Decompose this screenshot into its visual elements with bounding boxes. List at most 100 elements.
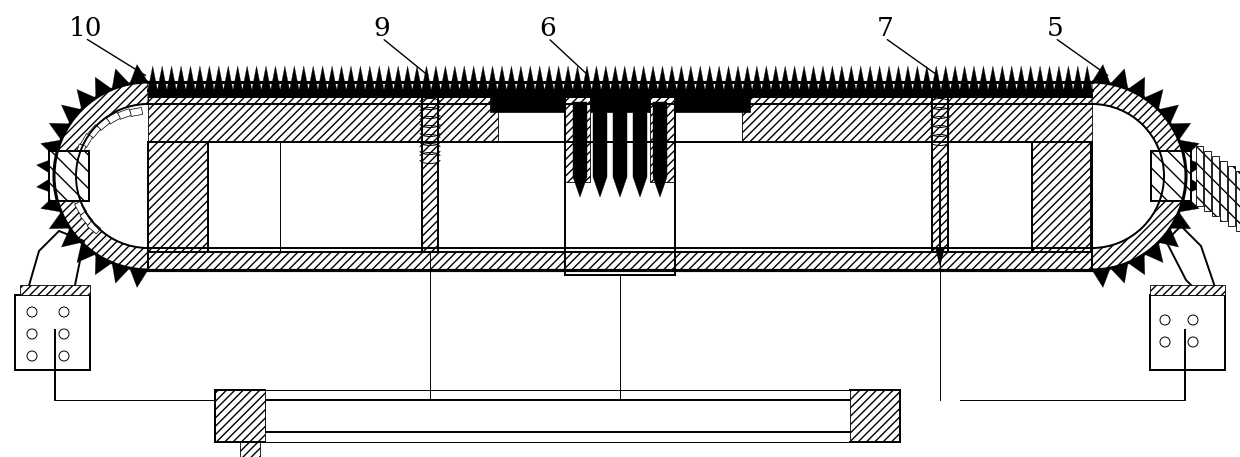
Polygon shape — [591, 66, 601, 90]
Polygon shape — [1158, 228, 1178, 247]
Bar — [71, 190, 82, 204]
Polygon shape — [837, 66, 847, 90]
Polygon shape — [516, 66, 526, 90]
Polygon shape — [657, 66, 667, 90]
Bar — [69, 179, 79, 192]
Polygon shape — [215, 66, 223, 90]
Polygon shape — [563, 66, 573, 90]
Polygon shape — [1128, 77, 1145, 98]
Polygon shape — [176, 66, 186, 90]
Polygon shape — [1184, 176, 1204, 194]
Polygon shape — [1145, 90, 1163, 110]
Polygon shape — [677, 66, 686, 90]
Text: 10: 10 — [68, 16, 102, 41]
Polygon shape — [733, 66, 743, 90]
Polygon shape — [130, 268, 148, 287]
Polygon shape — [195, 66, 205, 90]
Polygon shape — [706, 66, 714, 90]
Polygon shape — [186, 66, 195, 90]
Polygon shape — [95, 77, 112, 98]
Polygon shape — [583, 66, 591, 90]
Bar — [265, 400, 861, 432]
Polygon shape — [1145, 243, 1163, 263]
Polygon shape — [1211, 156, 1219, 216]
Polygon shape — [696, 66, 706, 90]
Polygon shape — [903, 66, 913, 90]
Text: 5: 5 — [1047, 16, 1064, 41]
Polygon shape — [932, 97, 949, 252]
Polygon shape — [1220, 161, 1228, 221]
Bar — [79, 212, 93, 225]
Polygon shape — [77, 90, 95, 110]
Polygon shape — [818, 66, 827, 90]
Polygon shape — [393, 66, 403, 90]
Polygon shape — [384, 66, 393, 90]
Polygon shape — [1166, 226, 1216, 300]
Polygon shape — [1197, 146, 1203, 206]
Polygon shape — [507, 66, 516, 90]
Polygon shape — [1083, 66, 1092, 90]
Polygon shape — [649, 66, 657, 90]
Polygon shape — [41, 194, 61, 212]
Polygon shape — [923, 66, 931, 90]
Polygon shape — [894, 66, 903, 90]
Polygon shape — [1179, 194, 1199, 212]
Polygon shape — [620, 66, 630, 90]
Polygon shape — [935, 247, 945, 267]
Polygon shape — [317, 66, 327, 90]
Polygon shape — [223, 66, 233, 90]
Polygon shape — [1149, 295, 1225, 370]
Polygon shape — [290, 66, 299, 90]
Polygon shape — [374, 66, 384, 90]
Polygon shape — [1073, 66, 1083, 90]
Polygon shape — [55, 82, 148, 270]
Bar — [71, 168, 78, 180]
Bar — [72, 155, 81, 168]
Polygon shape — [875, 66, 884, 90]
Polygon shape — [252, 66, 262, 90]
Polygon shape — [884, 66, 894, 90]
Bar — [490, 97, 750, 112]
Polygon shape — [148, 252, 1092, 270]
Polygon shape — [50, 123, 69, 140]
Polygon shape — [19, 231, 84, 330]
Polygon shape — [337, 66, 346, 90]
Polygon shape — [242, 66, 252, 90]
Polygon shape — [630, 66, 639, 90]
Polygon shape — [808, 66, 818, 90]
Polygon shape — [800, 66, 808, 90]
Bar — [118, 109, 131, 119]
Polygon shape — [479, 66, 487, 90]
Polygon shape — [667, 66, 677, 90]
Polygon shape — [632, 102, 647, 197]
Polygon shape — [1171, 123, 1190, 140]
Polygon shape — [1110, 69, 1128, 89]
Polygon shape — [497, 66, 507, 90]
Polygon shape — [650, 97, 675, 182]
Polygon shape — [1032, 142, 1092, 252]
Polygon shape — [753, 66, 761, 90]
Polygon shape — [36, 176, 56, 194]
Polygon shape — [62, 228, 82, 247]
Polygon shape — [112, 263, 130, 283]
Bar — [76, 144, 86, 158]
Polygon shape — [346, 66, 356, 90]
Polygon shape — [422, 97, 438, 252]
Polygon shape — [593, 102, 608, 197]
Polygon shape — [1149, 285, 1225, 295]
Polygon shape — [327, 66, 337, 90]
Polygon shape — [365, 66, 374, 90]
Polygon shape — [77, 243, 95, 263]
Polygon shape — [653, 102, 667, 197]
Polygon shape — [613, 102, 627, 197]
Polygon shape — [1128, 254, 1145, 275]
Bar — [81, 133, 93, 148]
Polygon shape — [233, 66, 242, 90]
Polygon shape — [215, 390, 265, 442]
Polygon shape — [1092, 268, 1110, 287]
Polygon shape — [487, 66, 497, 90]
Polygon shape — [780, 66, 790, 90]
Polygon shape — [978, 66, 988, 90]
Polygon shape — [1025, 66, 1035, 90]
Polygon shape — [403, 66, 413, 90]
